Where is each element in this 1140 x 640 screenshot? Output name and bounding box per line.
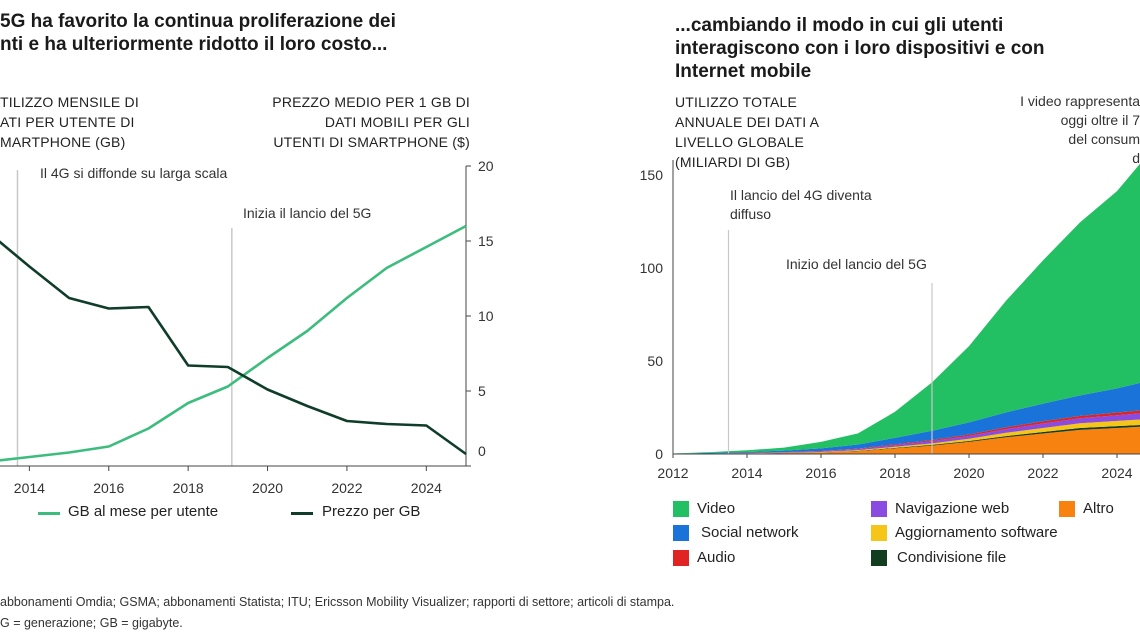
right-y-axis-title: PREZZO MEDIO PER 1 GB DI DATI MOBILI PER… (250, 92, 470, 152)
right-y-tick-label-10: 10 (478, 308, 494, 324)
legend-altro-swatch (1059, 501, 1075, 517)
legend-file-label: Condivisione file (897, 549, 1007, 566)
side-note-line-3: del consum (1068, 131, 1140, 147)
area-altro (673, 426, 1140, 454)
left-annotation-4g: Il 4G si diffonde su larga scala (40, 165, 228, 181)
price-per-gb-line (0, 240, 467, 456)
area-y-title-line-3: LIVELLO GLOBALE (675, 134, 805, 150)
area-y-tick-label-50: 50 (647, 353, 663, 369)
legend-price-label: Prezzo per GB (322, 503, 421, 520)
right-y-title-line-3: UTENTI DI SMARTPHONE ($) (273, 134, 470, 150)
left-chart-title: 5G ha favorito la continua proliferazion… (0, 10, 396, 56)
area-y-title-line-2: ANNUALE DEI DATI A (675, 114, 820, 130)
area-video (673, 163, 1140, 454)
right-title-line-1: ...cambiando il modo in cui gli utenti (675, 15, 1004, 36)
legend-gb-line-swatch (38, 512, 60, 515)
left-title-line-1: 5G ha favorito la continua proliferazion… (0, 11, 396, 32)
right-annotation-5g: Inizio del lancio del 5G (786, 256, 927, 272)
legend-audio-label: Audio (697, 549, 736, 566)
right-y-title-line-2: DATI MOBILI PER GLI (324, 114, 470, 130)
right-annotation-4g: Il lancio del 4G diventa diffuso (730, 186, 872, 224)
right-annotation-4g-line-1: Il lancio del 4G diventa (730, 187, 872, 203)
area-navigazione-web (673, 413, 1140, 454)
left-x-tick-label-2018: 2018 (173, 480, 204, 496)
footnote-sources: abbonamenti Omdia; GSMA; abbonamenti Sta… (0, 595, 675, 609)
left-y-axis-title: TILIZZO MENSILE DI ATI PER UTENTE DI MAR… (0, 92, 139, 152)
legend-audio-swatch (673, 550, 689, 566)
area-y-axis-title: UTILIZZO TOTALE ANNUALE DEI DATI A LIVEL… (675, 92, 819, 172)
left-x-tick-label-2022: 2022 (331, 480, 362, 496)
legend-altro-label: Altro (1083, 500, 1114, 517)
left-x-tick-label-2020: 2020 (252, 480, 283, 496)
legend-social-label: Social network (701, 524, 799, 541)
legend-video-swatch (673, 501, 689, 517)
area-y-title-line-4: (MILIARDI DI GB) (675, 154, 791, 170)
footnote-abbreviations: G = generazione; GB = gigabyte. (0, 616, 183, 630)
area-audio (673, 410, 1140, 454)
legend-file-swatch (871, 550, 887, 566)
area-x-tick-label-2012: 2012 (657, 465, 688, 481)
left-annotation-5g: Inizia il lancio del 5G (243, 205, 372, 221)
legend-software-label: Aggiornamento software (895, 524, 1058, 541)
area-y-tick-label-150: 150 (640, 167, 664, 183)
legend-gb-label: GB al mese per utente (68, 503, 219, 520)
side-note-line-2: oggi oltre il 7 (1060, 112, 1140, 128)
gb-per-user-line (0, 224, 467, 462)
stacked-area-chart: 0 50 100 150 2012 2014 2016 2018 2020 2022 2024 (640, 160, 1140, 481)
area-x-tick-label-2022: 2022 (1027, 465, 1058, 481)
legend-social-swatch (673, 525, 689, 541)
right-y-tick-label-20: 20 (478, 158, 494, 174)
area-y-title-line-1: UTILIZZO TOTALE (675, 94, 798, 110)
area-x-tick-label-2018: 2018 (879, 465, 910, 481)
area-x-tick-label-2020: 2020 (953, 465, 984, 481)
area-y-tick-label-0: 0 (655, 446, 663, 462)
area-y-tick-label-100: 100 (640, 260, 664, 276)
left-x-tick-label-2016: 2016 (93, 480, 124, 496)
area-x-tick-label-2024: 2024 (1101, 465, 1132, 481)
side-note-line-4: d (1132, 150, 1140, 166)
left-y-title-line-2: ATI PER UTENTE DI (0, 114, 135, 130)
area-x-tick-label-2014: 2014 (731, 465, 762, 481)
right-annotation-4g-line-2: diffuso (730, 206, 771, 222)
area-condivisione-file (673, 424, 1140, 454)
area-aggiornamento-software (673, 419, 1140, 454)
left-line-chart: 2014 2016 2018 2020 2022 2024 0 5 10 15 20 (0, 158, 494, 496)
left-y-title-line-3: MARTPHONE (GB) (0, 134, 126, 150)
legend-web-swatch (871, 501, 887, 517)
right-title-line-2: interagiscono con i loro dispositivi e c… (675, 38, 1045, 59)
legend-software-swatch (871, 525, 887, 541)
right-legend: Video Social network Audio Navigazione w… (673, 499, 1140, 571)
legend-web-label: Navigazione web (895, 500, 1010, 517)
right-y-tick-label-15: 15 (478, 233, 494, 249)
legend-video-label: Video (697, 500, 736, 517)
area-x-tick-label-2016: 2016 (805, 465, 836, 481)
left-x-tick-label-2014: 2014 (14, 480, 45, 496)
left-x-tick-label-2024: 2024 (411, 480, 442, 496)
right-y-tick-label-5: 5 (478, 383, 486, 399)
area-social-network (673, 382, 1140, 454)
side-note-line-1: I video rappresenta (1020, 93, 1140, 109)
video-side-note: I video rappresenta oggi oltre il 7 del … (960, 92, 1140, 168)
left-title-line-2: nti e ha ulteriormente ridotto il loro c… (0, 34, 388, 55)
right-y-tick-label-0: 0 (478, 443, 486, 459)
right-title-line-3: Internet mobile (675, 61, 812, 82)
right-chart-title: ...cambiando il modo in cui gli utenti i… (675, 14, 1045, 83)
left-y-title-line-1: TILIZZO MENSILE DI (0, 94, 139, 110)
right-y-title-line-1: PREZZO MEDIO PER 1 GB DI (272, 94, 470, 110)
left-legend: GB al mese per utente Prezzo per GB (38, 502, 438, 524)
legend-price-line-swatch (291, 512, 313, 515)
